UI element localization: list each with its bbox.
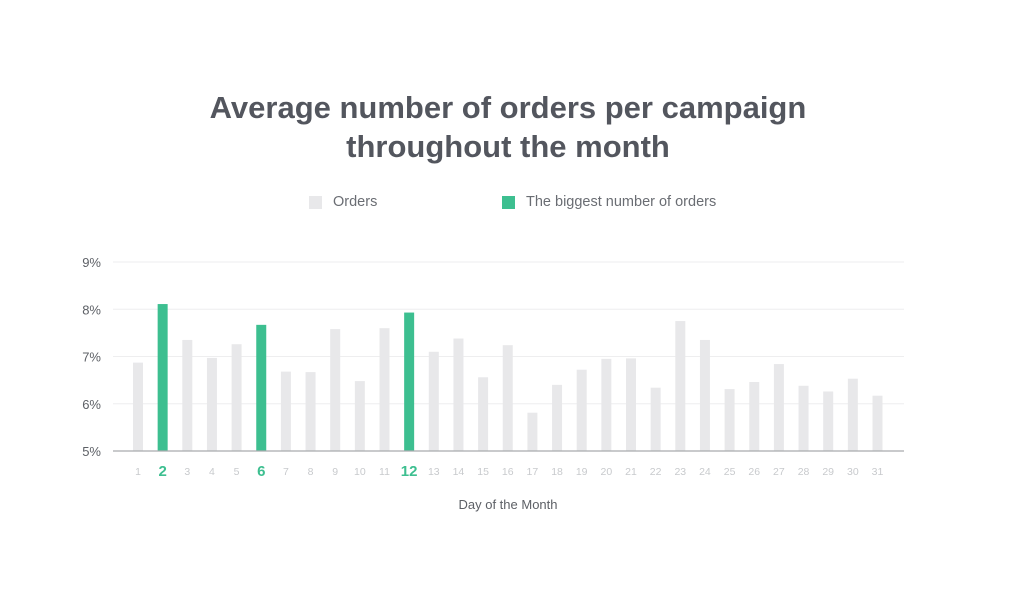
bar (133, 362, 143, 451)
x-tick-label: 21 (625, 466, 637, 478)
x-tick-label: 22 (650, 466, 662, 478)
legend-label-orders: Orders (333, 194, 378, 210)
bar (478, 377, 489, 451)
y-tick-label: 6% (82, 397, 101, 412)
bar (379, 328, 390, 451)
bar (428, 351, 439, 451)
bar (823, 391, 834, 451)
x-tick-label: 15 (477, 466, 489, 478)
x-axis-title: Day of the Month (458, 497, 558, 512)
x-tick-label: 19 (576, 466, 588, 478)
legend-item-orders: Orders (309, 194, 377, 210)
y-tick-label: 9% (82, 255, 101, 270)
x-tick-label: 4 (209, 466, 215, 478)
bar (675, 321, 686, 451)
x-tick-label: 7 (283, 466, 289, 478)
legend-swatch-orders (309, 195, 322, 209)
chart-title-line-2: throughout the month (346, 129, 670, 164)
x-tick-label: 31 (872, 466, 884, 478)
x-tick-label: 14 (453, 466, 465, 478)
bar (773, 364, 784, 451)
legend: Orders The biggest number of orders (0, 194, 1016, 214)
bar (231, 344, 242, 451)
x-tick-label: 29 (822, 466, 834, 478)
bar (527, 412, 538, 451)
chart-title: Average number of orders per campaign th… (0, 88, 1016, 166)
y-tick-label: 7% (82, 350, 101, 365)
x-tick-label: 5 (234, 466, 240, 478)
x-tick-label: 24 (699, 466, 711, 478)
bar (847, 378, 858, 451)
x-tick-label: 17 (527, 466, 539, 478)
bar (354, 381, 365, 451)
legend-item-biggest: The biggest number of orders (502, 194, 716, 210)
bar (305, 372, 316, 451)
x-tick-label: 27 (773, 466, 785, 478)
x-tick-label: 28 (798, 466, 810, 478)
bar (576, 369, 587, 451)
x-tick-label: 25 (724, 466, 736, 478)
x-tick-label: 23 (674, 466, 686, 478)
x-tick-label: 18 (551, 466, 563, 478)
x-tick-label: 2 (158, 463, 166, 480)
x-tick-label: 12 (401, 463, 418, 480)
bar (330, 329, 341, 451)
x-tick-label: 3 (184, 466, 190, 478)
x-tick-label: 16 (502, 466, 514, 478)
bar (798, 385, 809, 451)
x-tick-label: 8 (308, 466, 314, 478)
bar (626, 358, 636, 451)
x-tick-label: 1 (135, 466, 141, 478)
bar (699, 339, 710, 451)
bar-highlight (404, 312, 415, 451)
legend-swatch-biggest (502, 195, 515, 209)
bar (724, 389, 735, 451)
x-tick-label: 30 (847, 466, 859, 478)
bar (749, 382, 760, 451)
x-tick-label: 20 (601, 466, 613, 478)
bar (206, 357, 217, 451)
y-tick-label: 8% (82, 302, 101, 317)
x-tick-label: 26 (748, 466, 760, 478)
x-tick-label: 9 (332, 466, 338, 478)
bar (182, 339, 193, 451)
x-tick-label: 13 (428, 466, 440, 478)
bar (601, 358, 612, 451)
bar (552, 384, 563, 451)
legend-label-biggest: The biggest number of orders (526, 194, 717, 210)
bar (280, 371, 291, 451)
bar-highlight (157, 304, 168, 451)
x-tick-label: 11 (379, 466, 390, 478)
bar (502, 345, 513, 451)
bar (453, 338, 464, 451)
x-tick-label: 10 (354, 466, 366, 478)
bar (872, 395, 883, 451)
bar-highlight (256, 324, 267, 451)
bar (650, 387, 661, 451)
x-tick-label: 6 (257, 463, 265, 480)
chart-title-line-1: Average number of orders per campaign (209, 90, 807, 125)
y-tick-label: 5% (82, 444, 101, 459)
